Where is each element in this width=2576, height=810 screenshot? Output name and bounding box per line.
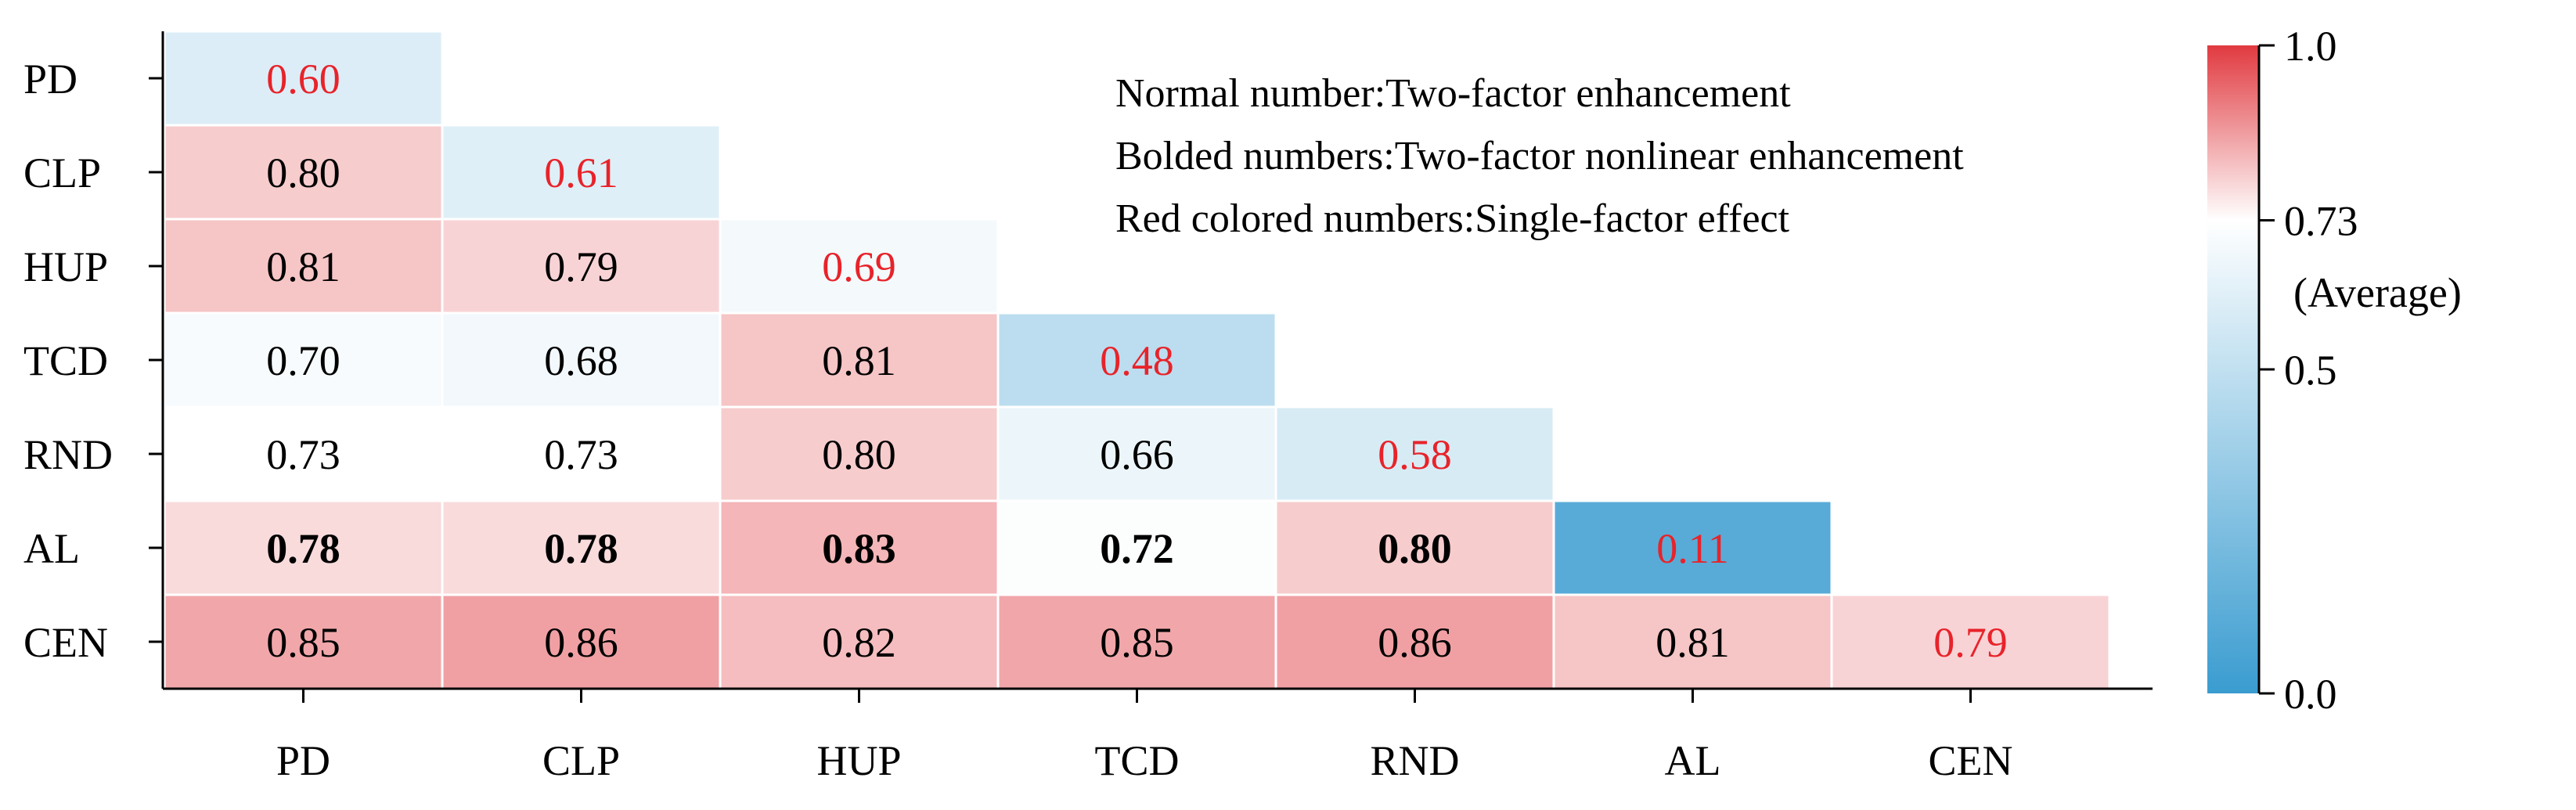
heatmap-cell (163, 30, 444, 127)
x-axis-ticks: PD CLP HUP TCD RND AL CEN (276, 689, 2013, 784)
y-tick-label: PD (23, 56, 77, 103)
note-normal-number: Normal number:Two-factor enhancement (1115, 71, 1791, 116)
heatmap-cell (996, 593, 1277, 690)
y-tick-label: CEN (23, 619, 108, 666)
heatmap-cell-value: 0.80 (266, 149, 340, 196)
colorbar-tick-label: 1.0 (2284, 23, 2337, 70)
heatmap-cell-value: 0.83 (822, 525, 896, 572)
heatmap-cell-value: 0.86 (544, 619, 618, 666)
heatmap-cell-value: 0.79 (544, 243, 618, 290)
y-tick-label: TCD (23, 337, 108, 384)
heatmap-cell (163, 593, 444, 690)
heatmap-cell (996, 311, 1277, 409)
heatmap-cell-value: 0.79 (1933, 619, 2008, 666)
heatmap-cell-value: 0.81 (1655, 619, 1730, 666)
x-tick-label: CEN (1929, 737, 2013, 784)
heatmap-cell-value: 0.78 (544, 525, 618, 572)
heatmap-cell-value: 0.68 (544, 337, 618, 384)
heatmap-cell-value: 0.48 (1100, 337, 1174, 384)
y-tick-label: AL (23, 525, 80, 572)
legend-notes: Normal number:Two-factor enhancement Bol… (1115, 71, 1964, 241)
heatmap-cell (1274, 499, 1555, 596)
x-tick-label: PD (276, 737, 330, 784)
heatmap-cell-labels: 0.60 0.80 0.61 0.81 0.79 0.69 0.70 0.68 0.81 0.48… (266, 56, 2008, 666)
colorbar-ticks: 1.0 0.73 0.5 0.0 (2259, 23, 2358, 718)
y-tick-label: HUP (23, 243, 108, 290)
note-red-numbers: Red colored numbers:Single-factor effect (1115, 196, 1790, 241)
colorbar-average-label: (Average) (2293, 269, 2462, 316)
heatmap-cell-value: 0.69 (822, 243, 896, 290)
heatmap-cell (441, 124, 722, 221)
y-tick-label: RND (23, 431, 113, 478)
heatmap-cell-value: 0.73 (266, 431, 340, 478)
x-tick-label: CLP (542, 737, 620, 784)
heatmap-cell-value: 0.66 (1100, 431, 1174, 478)
heatmap-cell (163, 124, 444, 221)
y-axis-ticks: PD CLP HUP TCD RND AL CEN (23, 56, 163, 666)
heatmap-cell (441, 311, 722, 409)
x-tick-label: AL (1665, 737, 1721, 784)
heatmap-cell-value: 0.11 (1656, 525, 1729, 572)
heatmap-cell-value: 0.58 (1378, 431, 1452, 478)
heatmap-cell (441, 593, 722, 690)
heatmap-cell-value: 0.73 (544, 431, 618, 478)
heatmap-cell (719, 218, 1000, 315)
x-tick-label: TCD (1095, 737, 1180, 784)
heatmap-cell-value: 0.78 (266, 525, 340, 572)
colorbar-gradient (2207, 45, 2259, 693)
heatmap-cell-value: 0.81 (822, 337, 896, 384)
colorbar: 1.0 0.73 0.5 0.0 (Average) (2207, 23, 2462, 718)
heatmap-cell-value: 0.85 (266, 619, 340, 666)
heatmap-cell-value: 0.72 (1100, 525, 1174, 572)
heatmap-cell-value: 0.61 (544, 149, 618, 196)
x-tick-label: RND (1370, 737, 1459, 784)
heatmap-cell-value: 0.85 (1100, 619, 1174, 666)
heatmap-cell (996, 499, 1277, 596)
note-bolded-numbers: Bolded numbers:Two-factor nonlinear enha… (1115, 134, 1964, 178)
heatmap-cell-value: 0.81 (266, 243, 340, 290)
heatmap-cell-value: 0.60 (266, 56, 340, 103)
heatmap-cell (1830, 593, 2111, 690)
heatmap-cell (441, 405, 722, 502)
heatmap-cell (1552, 499, 1833, 596)
colorbar-tick-label: 0.0 (2284, 671, 2337, 718)
heatmap-cells (163, 30, 2111, 690)
heatmap-cell (1552, 593, 1833, 690)
heatmap-cell (441, 499, 722, 596)
colorbar-tick-label: 0.73 (2284, 198, 2358, 245)
heatmap-cell (719, 499, 1000, 596)
heatmap-cell-value: 0.82 (822, 619, 896, 666)
heatmap-cell (163, 499, 444, 596)
y-tick-label: CLP (23, 149, 101, 196)
heatmap-cell-value: 0.80 (822, 431, 896, 478)
heatmap-cell-value: 0.70 (266, 337, 340, 384)
heatmap-cell-value: 0.86 (1378, 619, 1452, 666)
heatmap-cell (996, 405, 1277, 502)
colorbar-tick-label: 0.5 (2284, 347, 2337, 394)
heatmap-cell-value: 0.80 (1378, 525, 1452, 572)
x-tick-label: HUP (816, 737, 901, 784)
